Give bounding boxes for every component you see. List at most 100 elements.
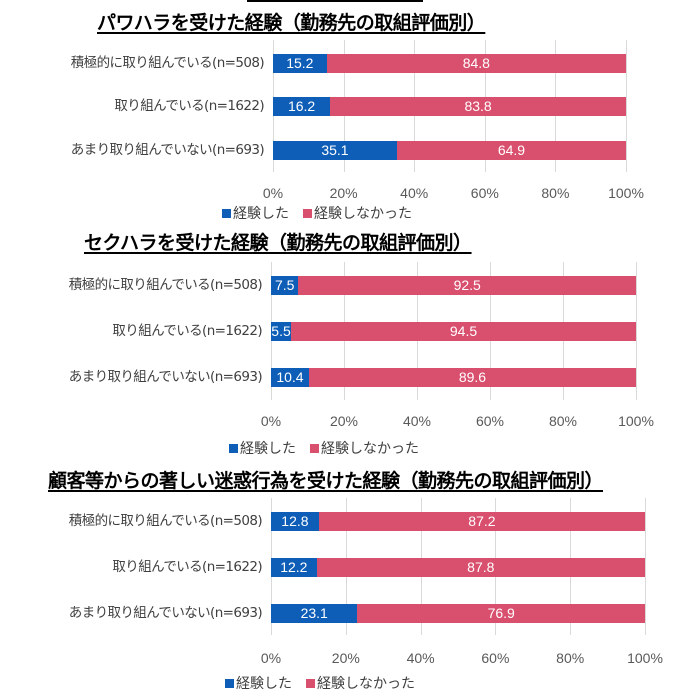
legend-swatch-not-experienced: [303, 208, 312, 218]
data-label: 15.2: [286, 55, 314, 71]
data-label: 92.5: [453, 277, 481, 293]
bar-segment-not-experienced: 83.8: [330, 97, 626, 116]
legend-label: 経験しなかった: [317, 676, 415, 692]
stacked-bar: 16.2 83.8: [273, 97, 626, 116]
x-tick-label: 40%: [400, 185, 429, 201]
data-label: 83.8: [464, 98, 492, 114]
category-label: あまり取り組んでいない(n=693): [68, 369, 263, 385]
stacked-bar: 35.1 64.9: [273, 141, 626, 160]
x-tick-label: 60%: [475, 413, 505, 429]
category-label: 積極的に取り組んでいる(n=508): [70, 55, 265, 71]
bar-segment-experienced: 12.8: [271, 512, 319, 531]
data-label: 84.8: [462, 55, 490, 71]
x-tick-label: 80%: [548, 413, 578, 429]
category-label: 積極的に取り組んでいる(n=508): [68, 277, 263, 293]
data-label: 94.5: [449, 323, 478, 339]
legend-label: 経験しなかった: [314, 206, 412, 222]
category-label: 取り組んでいる(n=1622): [114, 98, 264, 114]
category-label: 積極的に取り組んでいる(n=508): [68, 513, 263, 529]
plot-area: 12.8 87.2 12.2 87.8 23.1 76.9: [271, 498, 646, 635]
data-label: 12.8: [281, 513, 309, 529]
stacked-bar: 15.2 84.8: [273, 54, 626, 73]
data-label: 10.4: [276, 369, 304, 385]
stacked-bar: 5.5 94.5: [271, 322, 636, 341]
category-label: あまり取り組んでいない(n=693): [68, 605, 263, 621]
x-tick-label: 40%: [402, 413, 432, 429]
legend-label: 経験しなかった: [321, 441, 419, 457]
x-tick-label: 0%: [260, 413, 282, 429]
bar-segment-experienced: 35.1: [273, 141, 397, 160]
x-tick-label: 60%: [470, 185, 499, 201]
legend-item: 経験しなかった: [306, 673, 415, 693]
bar-segment-not-experienced: 89.6: [308, 368, 636, 387]
chart-title: 顧客等からの著しい迷惑行為を受けた経験（勤務先の取組評価別）: [48, 470, 604, 492]
x-tick-label: 80%: [541, 185, 570, 201]
data-label: 76.9: [487, 605, 515, 621]
data-label: 87.2: [468, 513, 496, 529]
legend-label: 経験した: [236, 676, 292, 692]
bar-segment-not-experienced: 87.2: [318, 512, 645, 531]
stacked-bar: 10.4 89.6: [271, 368, 636, 387]
bar-segment-experienced: 23.1: [271, 604, 358, 623]
data-label: 64.9: [497, 142, 526, 158]
data-label: 5.5: [271, 323, 291, 339]
stacked-bar: 23.1 76.9: [271, 604, 645, 623]
previous-title-underline: [247, 0, 423, 2]
data-label: 89.6: [458, 369, 487, 385]
legend-swatch-not-experienced: [306, 678, 315, 688]
legend-swatch-experienced: [222, 208, 231, 218]
chart-legend: 経験した 経験しなかった: [229, 438, 419, 458]
x-tick-label: 100%: [627, 650, 663, 666]
x-tick-label: 0%: [260, 650, 282, 666]
gridline: [636, 262, 637, 400]
bar-segment-experienced: 5.5: [271, 322, 292, 341]
x-tick-label: 20%: [329, 185, 358, 201]
plot-area: 7.5 92.5 5.5 94.5 10.4 89.6: [271, 262, 637, 400]
bar-segment-not-experienced: 92.5: [298, 276, 636, 295]
bar-segment-experienced: 7.5: [271, 276, 299, 295]
bar-segment-experienced: 10.4: [271, 368, 309, 387]
bar-segment-not-experienced: 64.9: [396, 141, 626, 160]
data-label: 87.8: [467, 559, 495, 575]
legend-swatch-experienced: [229, 443, 238, 453]
category-label: 取り組んでいる(n=1622): [112, 559, 262, 575]
x-tick-label: 40%: [406, 650, 435, 666]
x-tick-label: 80%: [556, 650, 585, 666]
bar-segment-not-experienced: 94.5: [291, 322, 636, 341]
bar-segment-not-experienced: 84.8: [326, 54, 626, 73]
legend-label: 経験した: [233, 206, 289, 222]
legend-item: 経験した: [229, 438, 296, 458]
stacked-bar: 12.8 87.2: [271, 512, 645, 531]
legend-item: 経験しなかった: [303, 203, 412, 223]
x-tick-label: 60%: [481, 650, 510, 666]
bar-segment-experienced: 12.2: [271, 558, 317, 577]
data-label: 16.2: [287, 98, 316, 114]
data-label: 7.5: [274, 277, 295, 293]
x-tick-label: 100%: [618, 413, 654, 429]
stacked-bar: 7.5 92.5: [271, 276, 636, 295]
legend-swatch-not-experienced: [310, 443, 319, 453]
data-label: 12.2: [280, 559, 308, 575]
x-tick-label: 0%: [262, 185, 284, 201]
chart-legend: 経験した 経験しなかった: [222, 203, 412, 223]
category-label: あまり取り組んでいない(n=693): [70, 142, 265, 158]
stacked-bar: 12.2 87.8: [271, 558, 645, 577]
plot-area: 15.2 84.8 16.2 83.8 35.1 64.9: [273, 40, 627, 172]
bar-segment-not-experienced: 76.9: [357, 604, 645, 623]
data-label: 23.1: [300, 605, 328, 621]
chart-title: パワハラを受けた経験（勤務先の取組評価別）: [97, 12, 486, 34]
gridline: [645, 498, 646, 635]
legend-item: 経験した: [222, 203, 289, 223]
legend-label: 経験した: [240, 441, 296, 457]
x-tick-label: 20%: [331, 650, 360, 666]
bar-segment-not-experienced: 87.8: [316, 558, 645, 577]
chart-title: セクハラを受けた経験（勤務先の取組評価別）: [84, 232, 472, 254]
x-tick-label: 20%: [329, 413, 359, 429]
bar-segment-experienced: 16.2: [273, 97, 331, 116]
data-label: 35.1: [321, 142, 349, 158]
chart-legend: 経験した 経験しなかった: [225, 673, 415, 693]
bar-segment-experienced: 15.2: [273, 54, 327, 73]
legend-item: 経験した: [225, 673, 292, 693]
gridline: [626, 40, 627, 172]
category-label: 取り組んでいる(n=1622): [112, 323, 262, 339]
